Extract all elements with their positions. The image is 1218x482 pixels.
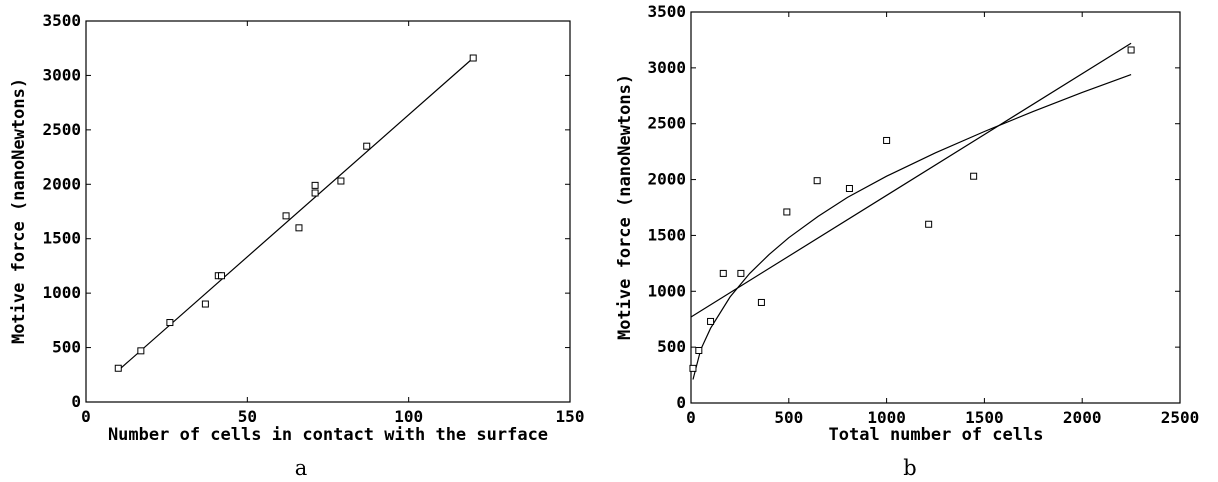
points-a [114, 54, 477, 372]
plot-frame-a [85, 20, 571, 403]
data-point [970, 172, 978, 180]
data-point [695, 346, 703, 354]
data-point [114, 364, 122, 372]
fits-a [117, 57, 474, 371]
data-point [845, 185, 853, 193]
ticks-b: 0 500 1000 1500 2000 2500 0 500 1000 1500 2000 2500… [647, 2, 1199, 427]
data-point [201, 300, 209, 308]
x-tick-label: 500 [774, 408, 803, 427]
y-tick-label: 1000 [42, 283, 81, 302]
x-tick-label: 0 [81, 407, 91, 426]
y-tick-label: 1500 [647, 225, 686, 244]
caption-b: b [903, 456, 916, 480]
data-point [218, 272, 226, 280]
x-tick-label: 150 [556, 407, 585, 426]
y-tick-label: 2000 [647, 170, 686, 189]
y-tick-label: 3500 [42, 11, 81, 30]
x-tick-label: 1000 [867, 408, 906, 427]
y-tick-label: 2500 [42, 120, 81, 139]
data-point [783, 208, 791, 216]
y-tick-label: 3000 [42, 65, 81, 84]
fit-line-linear [117, 57, 474, 371]
data-point [337, 177, 345, 185]
y-tick-label: 3500 [647, 2, 686, 21]
data-point [311, 189, 319, 197]
y-tick-label: 2000 [42, 174, 81, 193]
data-point [137, 347, 145, 355]
data-point [166, 319, 174, 327]
x-tick-label: 2000 [1063, 408, 1102, 427]
fit-line-power [692, 74, 1132, 380]
y-tick-label: 2500 [647, 114, 686, 133]
data-point [363, 142, 371, 150]
y-tick-label: 0 [71, 392, 81, 411]
chart-b: 0 500 1000 1500 2000 2500 0 500 1000 1500 2000 2500… [615, 2, 1199, 480]
caption-a: a [295, 456, 308, 480]
x-axis-label-a: Number of cells in contact with the surf… [108, 425, 548, 445]
data-point [925, 220, 933, 228]
data-point [883, 136, 891, 144]
y-axis-label-a: Motive force (nanoNewtons) [9, 78, 29, 344]
plot-frame-b [690, 11, 1181, 404]
data-point [813, 177, 821, 185]
y-tick-label: 1500 [42, 229, 81, 248]
data-point [757, 298, 765, 306]
y-tick-label: 1000 [647, 281, 686, 300]
data-point [737, 269, 745, 277]
y-tick-label: 500 [657, 337, 686, 356]
data-point [295, 224, 303, 232]
x-axis-label-b: Total number of cells [829, 425, 1044, 445]
y-tick-label: 3000 [647, 58, 686, 77]
data-point [689, 364, 697, 372]
points-b [689, 46, 1135, 372]
x-tick-label: 2500 [1161, 408, 1200, 427]
data-point [707, 317, 715, 325]
data-point [719, 269, 727, 277]
x-tick-label: 100 [394, 407, 423, 426]
data-point [311, 181, 319, 189]
data-point [1127, 46, 1135, 54]
x-tick-label: 50 [238, 407, 257, 426]
x-tick-label: 1500 [965, 408, 1004, 427]
data-point [469, 54, 477, 62]
y-tick-label: 500 [52, 338, 81, 357]
data-point [282, 212, 290, 220]
y-axis-label-b: Motive force (nanoNewtons) [615, 74, 635, 340]
fit-line-linear [690, 42, 1132, 318]
fits-b [690, 42, 1132, 380]
x-tick-label: 0 [686, 408, 696, 427]
y-tick-label: 0 [676, 393, 686, 412]
